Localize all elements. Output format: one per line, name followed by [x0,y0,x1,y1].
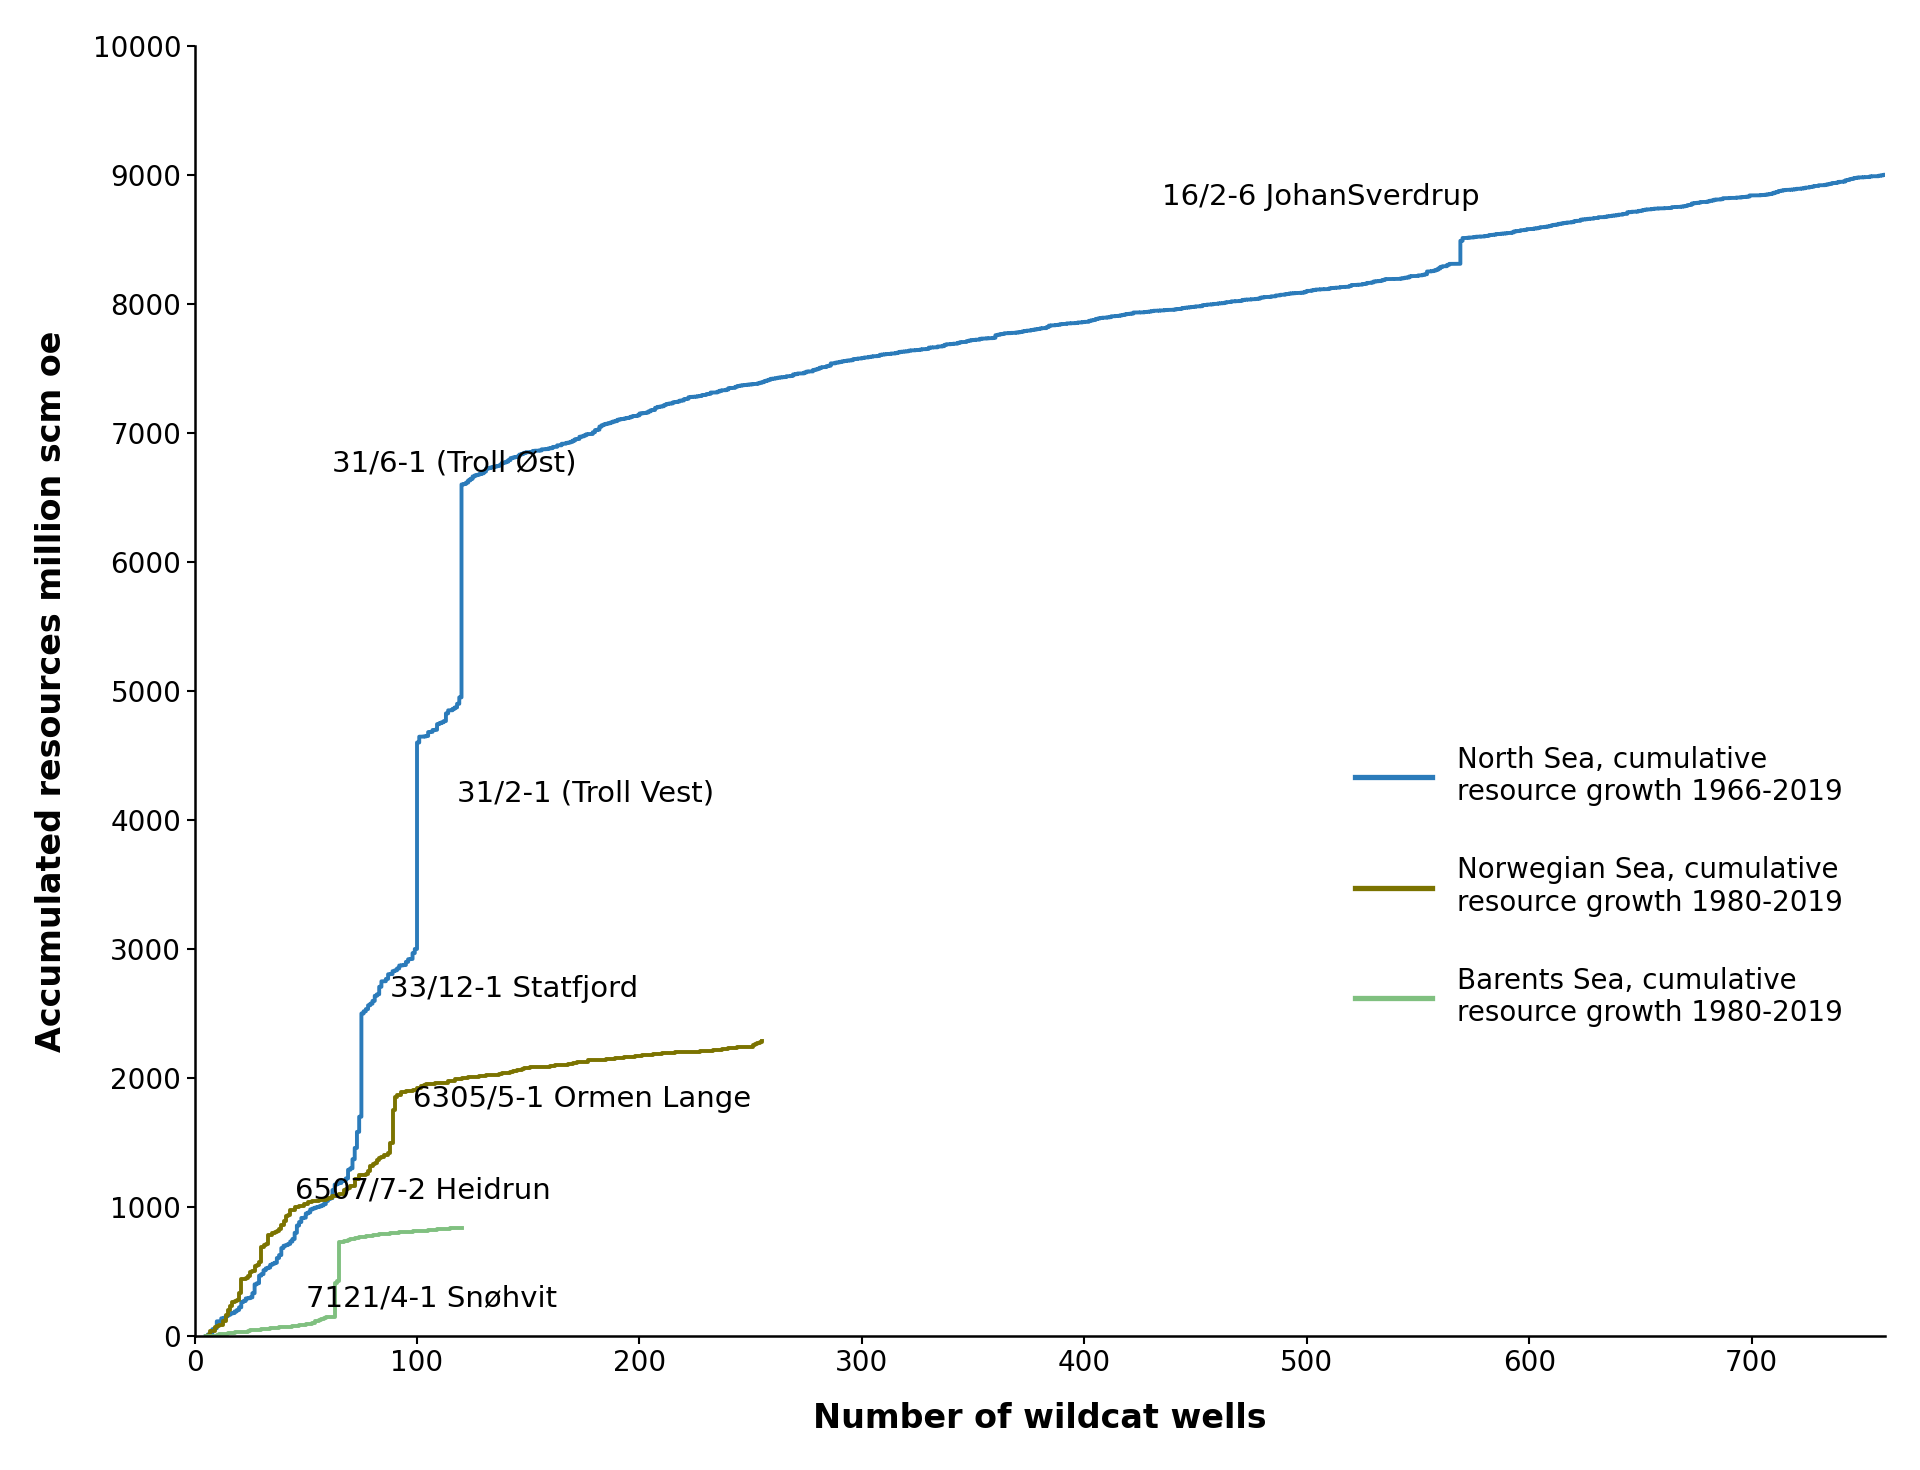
Legend: North Sea, cumulative
resource growth 1966-2019, Norwegian Sea, cumulative
resou: North Sea, cumulative resource growth 19… [1344,735,1855,1038]
X-axis label: Number of wildcat wells: Number of wildcat wells [812,1402,1267,1435]
Y-axis label: Accumulated resources million scm oe: Accumulated resources million scm oe [35,331,67,1051]
Text: 31/2-1 (Troll Vest): 31/2-1 (Troll Vest) [457,779,714,807]
Text: 7121/4-1 Snøhvit: 7121/4-1 Snøhvit [305,1285,557,1313]
Text: 6305/5-1 Ormen Lange: 6305/5-1 Ormen Lange [413,1085,751,1113]
Text: 6507/7-2 Heidrun: 6507/7-2 Heidrun [294,1176,551,1204]
Text: 33/12-1 Statfjord: 33/12-1 Statfjord [390,975,639,1003]
Text: 16/2-6 JohanSverdrup: 16/2-6 JohanSverdrup [1162,182,1480,210]
Text: 31/6-1 (Troll Øst): 31/6-1 (Troll Øst) [332,450,578,478]
